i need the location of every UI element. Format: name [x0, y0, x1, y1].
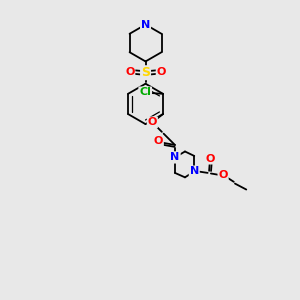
- Text: O: O: [154, 136, 163, 146]
- Text: Cl: Cl: [139, 87, 151, 97]
- Text: O: O: [205, 154, 215, 164]
- Text: O: O: [148, 117, 157, 128]
- Text: S: S: [141, 66, 150, 79]
- Text: O: O: [218, 170, 228, 180]
- Text: N: N: [190, 167, 199, 176]
- Text: N: N: [141, 20, 150, 30]
- Text: N: N: [170, 152, 180, 162]
- Text: O: O: [125, 67, 134, 77]
- Text: N: N: [170, 152, 180, 162]
- Text: O: O: [157, 67, 166, 77]
